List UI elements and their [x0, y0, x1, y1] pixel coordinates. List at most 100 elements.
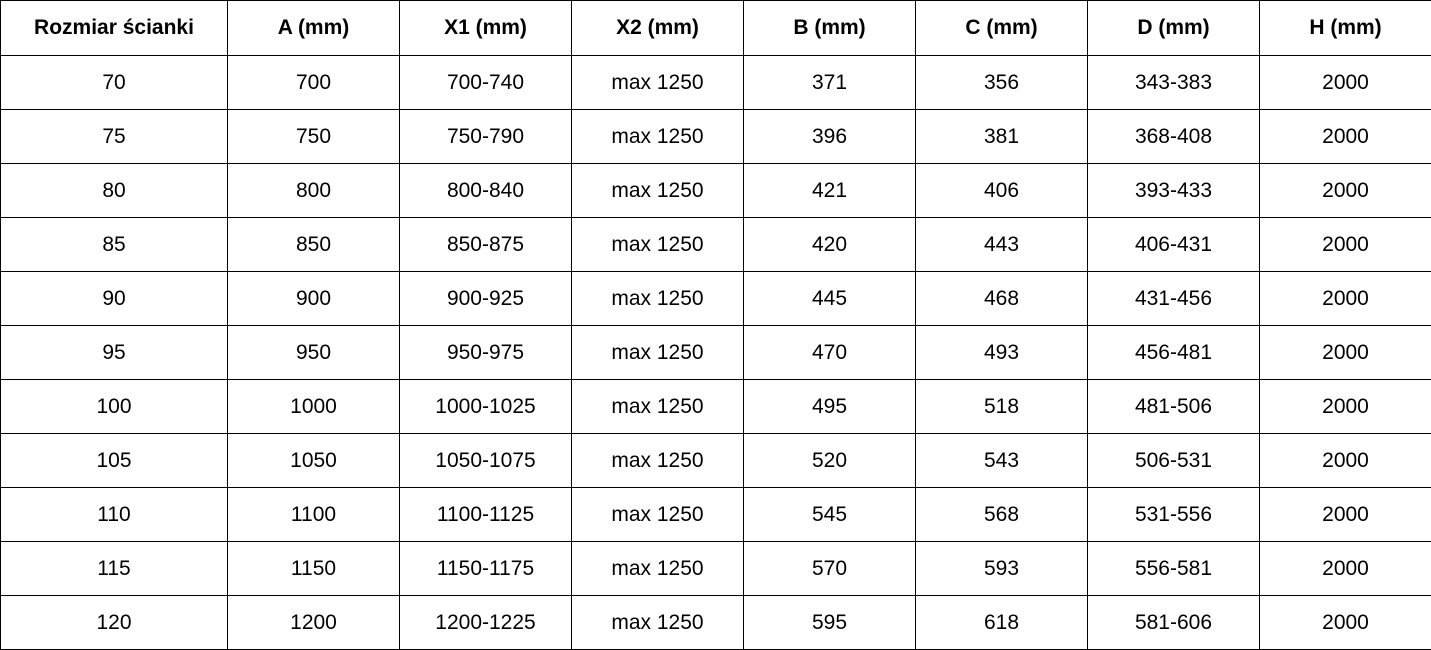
column-header: Rozmiar ścianki	[1, 1, 228, 56]
table-cell: 900	[228, 272, 400, 326]
table-cell: 368-408	[1088, 110, 1260, 164]
table-cell: max 1250	[572, 542, 744, 596]
table-cell: 850	[228, 218, 400, 272]
table-cell: 90	[1, 272, 228, 326]
table-cell: 2000	[1260, 272, 1431, 326]
table-cell: 506-531	[1088, 434, 1260, 488]
table-cell: 85	[1, 218, 228, 272]
table-cell: 750	[228, 110, 400, 164]
table-cell: 443	[916, 218, 1088, 272]
table-cell: 343-383	[1088, 56, 1260, 110]
table-cell: 545	[744, 488, 916, 542]
table-cell: 950	[228, 326, 400, 380]
table-cell: 950-975	[400, 326, 572, 380]
table-cell: 470	[744, 326, 916, 380]
table-cell: 2000	[1260, 326, 1431, 380]
table-cell: 1100	[228, 488, 400, 542]
table-cell: max 1250	[572, 272, 744, 326]
table-cell: 593	[916, 542, 1088, 596]
table-cell: 120	[1, 596, 228, 650]
table-cell: 700-740	[400, 56, 572, 110]
table-cell: 100	[1, 380, 228, 434]
table-cell: 568	[916, 488, 1088, 542]
table-cell: 1150	[228, 542, 400, 596]
table-cell: 520	[744, 434, 916, 488]
column-header: H (mm)	[1260, 1, 1431, 56]
table-cell: 468	[916, 272, 1088, 326]
table-cell: 2000	[1260, 164, 1431, 218]
table-cell: 900-925	[400, 272, 572, 326]
table-cell: 2000	[1260, 380, 1431, 434]
table-cell: 2000	[1260, 110, 1431, 164]
table-cell: 2000	[1260, 542, 1431, 596]
table-cell: 570	[744, 542, 916, 596]
table-cell: 115	[1, 542, 228, 596]
table-cell: 371	[744, 56, 916, 110]
table-cell: 2000	[1260, 434, 1431, 488]
table-cell: 518	[916, 380, 1088, 434]
table-cell: max 1250	[572, 164, 744, 218]
table-cell: 700	[228, 56, 400, 110]
table-cell: 581-606	[1088, 596, 1260, 650]
table-cell: 618	[916, 596, 1088, 650]
table-cell: 493	[916, 326, 1088, 380]
table-cell: max 1250	[572, 56, 744, 110]
table-cell: 481-506	[1088, 380, 1260, 434]
table-cell: max 1250	[572, 110, 744, 164]
table-cell: 750-790	[400, 110, 572, 164]
column-header: X1 (mm)	[400, 1, 572, 56]
table-cell: max 1250	[572, 434, 744, 488]
table-cell: 70	[1, 56, 228, 110]
column-header: A (mm)	[228, 1, 400, 56]
table-cell: max 1250	[572, 218, 744, 272]
table-cell: 396	[744, 110, 916, 164]
table-cell: 406-431	[1088, 218, 1260, 272]
column-header: B (mm)	[744, 1, 916, 56]
table-cell: 1200-1225	[400, 596, 572, 650]
table-cell: 556-581	[1088, 542, 1260, 596]
table-cell: 1050	[228, 434, 400, 488]
table-cell: 421	[744, 164, 916, 218]
table-cell: 456-481	[1088, 326, 1260, 380]
table-cell: 2000	[1260, 488, 1431, 542]
table-cell: 595	[744, 596, 916, 650]
table-cell: 80	[1, 164, 228, 218]
table-cell: 406	[916, 164, 1088, 218]
table-cell: 431-456	[1088, 272, 1260, 326]
table-cell: 381	[916, 110, 1088, 164]
table-cell: max 1250	[572, 596, 744, 650]
table-cell: 800-840	[400, 164, 572, 218]
table-cell: 1200	[228, 596, 400, 650]
table-cell: 2000	[1260, 218, 1431, 272]
table-cell: 75	[1, 110, 228, 164]
table-cell: 850-875	[400, 218, 572, 272]
table-cell: 1100-1125	[400, 488, 572, 542]
column-header: C (mm)	[916, 1, 1088, 56]
column-header: D (mm)	[1088, 1, 1260, 56]
table-cell: 1150-1175	[400, 542, 572, 596]
table-cell: 95	[1, 326, 228, 380]
table-cell: 1000	[228, 380, 400, 434]
table-cell: max 1250	[572, 488, 744, 542]
column-header: X2 (mm)	[572, 1, 744, 56]
table-cell: max 1250	[572, 326, 744, 380]
table-cell: 1050-1075	[400, 434, 572, 488]
table-cell: max 1250	[572, 380, 744, 434]
table-cell: 356	[916, 56, 1088, 110]
table-cell: 495	[744, 380, 916, 434]
table-cell: 393-433	[1088, 164, 1260, 218]
table-cell: 105	[1, 434, 228, 488]
